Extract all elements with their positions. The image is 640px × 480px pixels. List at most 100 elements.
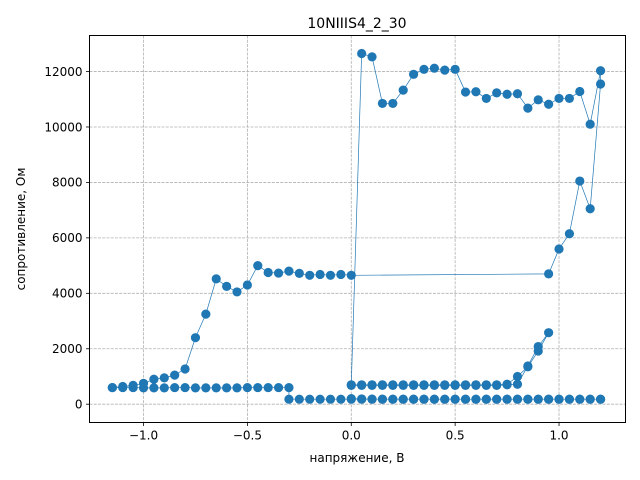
data-point [408, 394, 419, 404]
data-point [419, 394, 429, 404]
data-point [336, 394, 346, 404]
data-point [585, 119, 595, 129]
data-point [232, 287, 242, 297]
data-point [595, 79, 606, 89]
x-tick-label: −0.5 [233, 429, 262, 443]
axes [89, 35, 626, 423]
data-point [294, 268, 304, 278]
y-axis-label: сопротивление, Ом [14, 168, 28, 291]
data-point [273, 268, 284, 278]
plot-frame [89, 35, 626, 423]
data-point [325, 270, 336, 280]
data-point [346, 270, 356, 280]
x-ticks: −1.0 −0.5 0.0 0.5 1.0 [129, 422, 569, 443]
chart-title: 10NIIIS4_2_30 [307, 16, 406, 32]
data-point [367, 380, 377, 390]
data-point [544, 394, 554, 404]
data-point [492, 394, 502, 404]
data-point [564, 93, 575, 104]
data-point [159, 373, 169, 383]
data-point [512, 371, 523, 382]
data-point [377, 380, 388, 390]
data-point [118, 381, 128, 392]
data-point [564, 229, 575, 239]
data-point [502, 380, 512, 390]
y-tick-label: 4000 [52, 287, 83, 301]
data-point [471, 394, 481, 404]
data-point [440, 65, 450, 75]
data-point [523, 394, 533, 404]
data-point [512, 394, 523, 404]
data-point [429, 394, 439, 404]
data-point [273, 382, 284, 393]
data-point [149, 383, 159, 393]
y-tick-label: 2000 [52, 342, 83, 356]
data-point [284, 394, 294, 404]
grid [89, 35, 626, 423]
data-point [284, 266, 294, 276]
data-point [471, 380, 481, 390]
data-point [450, 380, 460, 390]
data-point [242, 280, 252, 290]
data-point [388, 394, 398, 404]
data-point [595, 66, 606, 76]
data-point [492, 380, 502, 390]
data-point [429, 380, 439, 390]
data-point [305, 394, 315, 404]
data-point [377, 98, 388, 109]
data-point [460, 394, 471, 404]
data-point [595, 394, 606, 404]
data-point [263, 382, 273, 393]
data-point [585, 394, 595, 404]
data-point [450, 394, 460, 404]
data-point [460, 87, 471, 97]
data-point [388, 380, 398, 390]
data-point [481, 93, 491, 104]
data-point [180, 364, 190, 374]
data-point [564, 394, 575, 404]
data-point [575, 394, 585, 404]
data-point [419, 64, 429, 74]
data-point [242, 382, 252, 393]
data-point [232, 383, 242, 393]
y-ticks: 0 2000 4000 6000 8000 10000 12000 [44, 65, 90, 412]
data-point [471, 87, 481, 97]
data-point [201, 309, 211, 319]
data-point [533, 394, 543, 404]
data-point [408, 69, 419, 79]
data-point [429, 63, 439, 73]
data-point [440, 394, 450, 404]
data-point [523, 103, 533, 113]
data-point [190, 383, 201, 393]
data-point [481, 380, 491, 390]
data-point [222, 281, 232, 291]
y-tick-label: 10000 [44, 120, 82, 134]
data-point [149, 374, 159, 384]
x-tick-label: 0.5 [446, 429, 465, 443]
data-point [450, 64, 460, 74]
data-point [325, 394, 336, 404]
data-point [222, 383, 232, 393]
data-point [440, 380, 450, 390]
data-point [523, 361, 533, 371]
data-point [544, 269, 554, 279]
x-tick-label: 1.0 [549, 429, 568, 443]
data-point [398, 394, 408, 404]
data-point [481, 394, 491, 404]
y-tick-label: 0 [75, 398, 83, 412]
data-point [346, 394, 356, 404]
y-tick-label: 6000 [52, 231, 83, 245]
data-point [533, 341, 543, 352]
data-point [211, 274, 221, 284]
data-point [357, 48, 367, 59]
data-point [398, 85, 408, 95]
data-point [512, 379, 523, 389]
data-point [128, 380, 138, 390]
data-point [263, 267, 273, 278]
data-point [107, 382, 117, 393]
data-point [159, 383, 169, 393]
data-point [305, 270, 315, 280]
data-point [180, 382, 190, 393]
x-tick-label: −1.0 [129, 429, 158, 443]
